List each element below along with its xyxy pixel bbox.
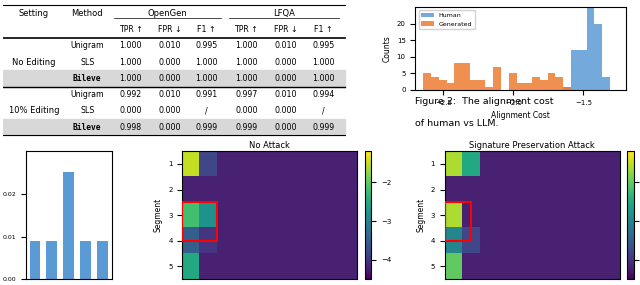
Text: 0.000: 0.000: [275, 123, 297, 132]
Text: 0.999: 0.999: [196, 123, 218, 132]
Bar: [29, 241, 40, 279]
Text: 0.992: 0.992: [120, 90, 142, 99]
Bar: [182, 202, 218, 241]
Text: Bileve: Bileve: [73, 74, 102, 83]
Text: No Editing: No Editing: [12, 58, 56, 67]
Text: 0.995: 0.995: [196, 41, 218, 50]
Bar: [445, 202, 471, 241]
Title: Signature Preservation Attack: Signature Preservation Attack: [469, 141, 595, 150]
Text: 0.999: 0.999: [236, 123, 257, 132]
Bar: [63, 172, 74, 279]
Text: 1.000: 1.000: [120, 74, 142, 83]
Text: SLS: SLS: [80, 107, 94, 115]
Text: 0.010: 0.010: [159, 90, 181, 99]
Text: /: /: [205, 107, 208, 115]
Text: 0.000: 0.000: [159, 107, 181, 115]
Y-axis label: Segment: Segment: [154, 198, 163, 232]
Bar: [47, 241, 58, 279]
Text: 0.000: 0.000: [275, 74, 297, 83]
Text: 0.994: 0.994: [313, 90, 335, 99]
Text: F1 ↑: F1 ↑: [314, 25, 333, 34]
Text: SLS: SLS: [80, 58, 94, 67]
Text: /: /: [323, 107, 325, 115]
Text: 0.000: 0.000: [159, 123, 181, 132]
Text: Unigram: Unigram: [70, 41, 104, 50]
Text: 0.000: 0.000: [235, 107, 257, 115]
Text: 10% Editing: 10% Editing: [8, 107, 59, 115]
Text: TPR ↑: TPR ↑: [234, 25, 259, 34]
Text: 0.991: 0.991: [196, 90, 218, 99]
Text: 0.010: 0.010: [159, 41, 181, 50]
Text: LFQA: LFQA: [273, 9, 295, 18]
Text: 1.000: 1.000: [235, 74, 257, 83]
Text: 0.999: 0.999: [313, 123, 335, 132]
Text: Bileve: Bileve: [73, 123, 102, 132]
Text: OpenGen: OpenGen: [148, 9, 188, 18]
Text: 0.010: 0.010: [275, 41, 297, 50]
Bar: [97, 241, 108, 279]
Y-axis label: Segment: Segment: [416, 198, 425, 232]
Text: 0.000: 0.000: [275, 58, 297, 67]
Text: TPR ↑: TPR ↑: [119, 25, 143, 34]
Text: 0.997: 0.997: [235, 90, 257, 99]
Title: No Attack: No Attack: [250, 141, 290, 150]
Text: 1.000: 1.000: [235, 41, 257, 50]
Text: 0.000: 0.000: [159, 58, 181, 67]
Text: of human vs LLM.: of human vs LLM.: [415, 119, 499, 128]
Text: 0.010: 0.010: [275, 90, 297, 99]
Text: Setting: Setting: [19, 9, 49, 18]
Text: 1.000: 1.000: [235, 58, 257, 67]
Text: 1.000: 1.000: [312, 58, 335, 67]
Text: 0.000: 0.000: [120, 107, 142, 115]
Text: 0.995: 0.995: [313, 41, 335, 50]
Bar: [80, 241, 91, 279]
Text: 1.000: 1.000: [196, 74, 218, 83]
Text: 0.000: 0.000: [159, 74, 181, 83]
Text: 0.000: 0.000: [275, 107, 297, 115]
Text: Unigram: Unigram: [70, 90, 104, 99]
Bar: [3, 70, 345, 87]
Text: 1.000: 1.000: [120, 58, 142, 67]
Text: F1 ↑: F1 ↑: [198, 25, 216, 34]
Text: 1.000: 1.000: [196, 58, 218, 67]
Text: Figure 2:  The alignment cost: Figure 2: The alignment cost: [415, 97, 554, 106]
Text: Method: Method: [72, 9, 103, 18]
Text: FPR ↓: FPR ↓: [158, 25, 182, 34]
Text: FPR ↓: FPR ↓: [274, 25, 298, 34]
Text: 0.998: 0.998: [120, 123, 141, 132]
Text: 1.000: 1.000: [120, 41, 142, 50]
Text: 1.000: 1.000: [312, 74, 335, 83]
Bar: [3, 119, 345, 135]
